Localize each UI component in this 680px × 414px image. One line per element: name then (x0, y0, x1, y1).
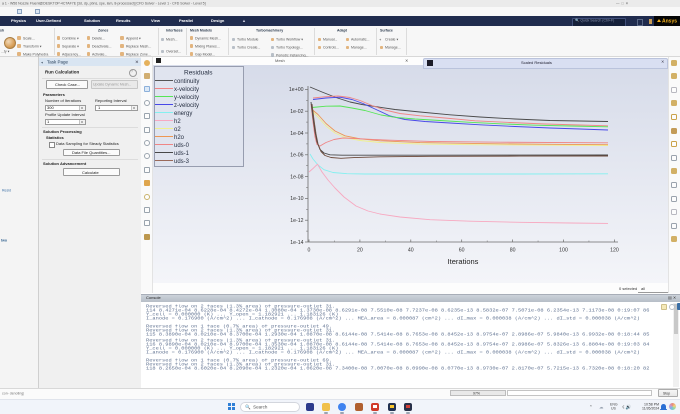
svg-text:Iterations: Iterations (448, 257, 479, 266)
svg-text:100: 100 (559, 248, 568, 254)
svg-text:80: 80 (510, 248, 516, 254)
svg-text:1e-12: 1e-12 (290, 218, 303, 224)
svg-text:1e-06: 1e-06 (290, 153, 303, 159)
svg-text:1e-10: 1e-10 (290, 196, 303, 202)
svg-text:1e-14: 1e-14 (290, 240, 303, 246)
svg-text:20: 20 (357, 248, 363, 254)
svg-text:1e-04: 1e-04 (290, 131, 303, 137)
svg-text:0: 0 (308, 248, 311, 254)
svg-text:1e-02: 1e-02 (290, 109, 303, 115)
svg-text:60: 60 (459, 248, 465, 254)
svg-text:1e-08: 1e-08 (290, 174, 303, 180)
svg-text:1e+00: 1e+00 (289, 87, 304, 93)
svg-text:120: 120 (610, 248, 619, 254)
svg-text:40: 40 (408, 248, 414, 254)
